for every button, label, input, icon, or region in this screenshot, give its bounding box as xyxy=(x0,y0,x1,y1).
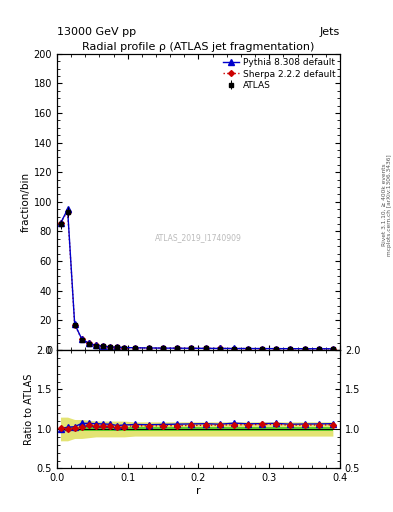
Pythia 8.308 default xyxy=(79,336,84,342)
Pythia 8.308 default xyxy=(101,343,105,349)
Line: Pythia 8.308 default: Pythia 8.308 default xyxy=(58,206,336,352)
Legend: Pythia 8.308 default, Sherpa 2.2.2 default, ATLAS: Pythia 8.308 default, Sherpa 2.2.2 defau… xyxy=(221,56,337,92)
Pythia 8.308 default xyxy=(231,346,236,352)
Sherpa 2.2.2 default xyxy=(94,343,98,349)
Y-axis label: fraction/bin: fraction/bin xyxy=(21,172,31,232)
Pythia 8.308 default xyxy=(189,345,194,351)
Sherpa 2.2.2 default xyxy=(316,346,321,352)
Pythia 8.308 default xyxy=(65,206,70,212)
Sherpa 2.2.2 default xyxy=(147,345,151,351)
Pythia 8.308 default xyxy=(331,346,335,352)
Sherpa 2.2.2 default xyxy=(302,346,307,352)
Pythia 8.308 default xyxy=(86,340,91,347)
Pythia 8.308 default xyxy=(161,345,165,351)
Pythia 8.308 default xyxy=(122,345,127,351)
Sherpa 2.2.2 default xyxy=(189,345,194,351)
Pythia 8.308 default xyxy=(203,345,208,351)
Sherpa 2.2.2 default xyxy=(132,345,137,351)
X-axis label: r: r xyxy=(196,486,201,496)
Pythia 8.308 default xyxy=(260,346,264,352)
Text: Jets: Jets xyxy=(320,28,340,37)
Sherpa 2.2.2 default xyxy=(331,346,335,352)
Sherpa 2.2.2 default xyxy=(175,345,180,351)
Sherpa 2.2.2 default xyxy=(260,346,264,352)
Pythia 8.308 default xyxy=(132,345,137,351)
Pythia 8.308 default xyxy=(115,344,119,350)
Pythia 8.308 default xyxy=(246,346,250,352)
Pythia 8.308 default xyxy=(302,346,307,352)
Pythia 8.308 default xyxy=(58,220,63,226)
Line: Sherpa 2.2.2 default: Sherpa 2.2.2 default xyxy=(59,209,335,351)
Sherpa 2.2.2 default xyxy=(108,344,112,350)
Sherpa 2.2.2 default xyxy=(79,336,84,343)
Sherpa 2.2.2 default xyxy=(115,344,119,350)
Sherpa 2.2.2 default xyxy=(58,220,63,226)
Sherpa 2.2.2 default xyxy=(274,346,279,352)
Sherpa 2.2.2 default xyxy=(217,346,222,352)
Pythia 8.308 default xyxy=(72,321,77,327)
Text: Rivet 3.1.10, ≥ 400k events: Rivet 3.1.10, ≥ 400k events xyxy=(382,163,387,246)
Text: mcplots.cern.ch [arXiv:1306.3436]: mcplots.cern.ch [arXiv:1306.3436] xyxy=(387,154,392,255)
Pythia 8.308 default xyxy=(94,342,98,348)
Pythia 8.308 default xyxy=(316,346,321,352)
Pythia 8.308 default xyxy=(274,346,279,352)
Sherpa 2.2.2 default xyxy=(246,346,250,352)
Y-axis label: Ratio to ATLAS: Ratio to ATLAS xyxy=(24,374,34,445)
Sherpa 2.2.2 default xyxy=(288,346,293,352)
Text: ATLAS_2019_I1740909: ATLAS_2019_I1740909 xyxy=(155,233,242,242)
Pythia 8.308 default xyxy=(288,346,293,352)
Sherpa 2.2.2 default xyxy=(72,322,77,328)
Sherpa 2.2.2 default xyxy=(86,340,91,347)
Sherpa 2.2.2 default xyxy=(65,208,70,215)
Pythia 8.308 default xyxy=(147,345,151,351)
Sherpa 2.2.2 default xyxy=(203,345,208,351)
Sherpa 2.2.2 default xyxy=(231,346,236,352)
Title: Radial profile ρ (ATLAS jet fragmentation): Radial profile ρ (ATLAS jet fragmentatio… xyxy=(82,41,315,52)
Sherpa 2.2.2 default xyxy=(101,343,105,349)
Pythia 8.308 default xyxy=(217,346,222,352)
Pythia 8.308 default xyxy=(108,344,112,350)
Sherpa 2.2.2 default xyxy=(122,345,127,351)
Text: 13000 GeV pp: 13000 GeV pp xyxy=(57,28,136,37)
Sherpa 2.2.2 default xyxy=(161,345,165,351)
Pythia 8.308 default xyxy=(175,345,180,351)
